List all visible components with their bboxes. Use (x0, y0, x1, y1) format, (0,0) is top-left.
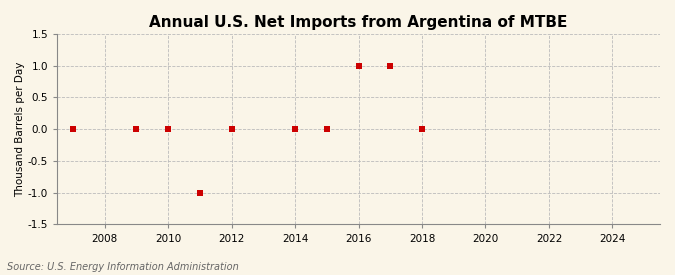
Text: Source: U.S. Energy Information Administration: Source: U.S. Energy Information Administ… (7, 262, 238, 272)
Y-axis label: Thousand Barrels per Day: Thousand Barrels per Day (15, 62, 25, 197)
Title: Annual U.S. Net Imports from Argentina of MTBE: Annual U.S. Net Imports from Argentina o… (149, 15, 568, 30)
Point (194, 191, 205, 195)
Point (353, 64, 364, 68)
Point (416, 127, 427, 131)
Point (385, 64, 396, 68)
Point (290, 127, 300, 131)
Point (163, 127, 173, 131)
Point (226, 127, 237, 131)
Point (68, 127, 78, 131)
Point (321, 127, 332, 131)
Point (131, 127, 142, 131)
